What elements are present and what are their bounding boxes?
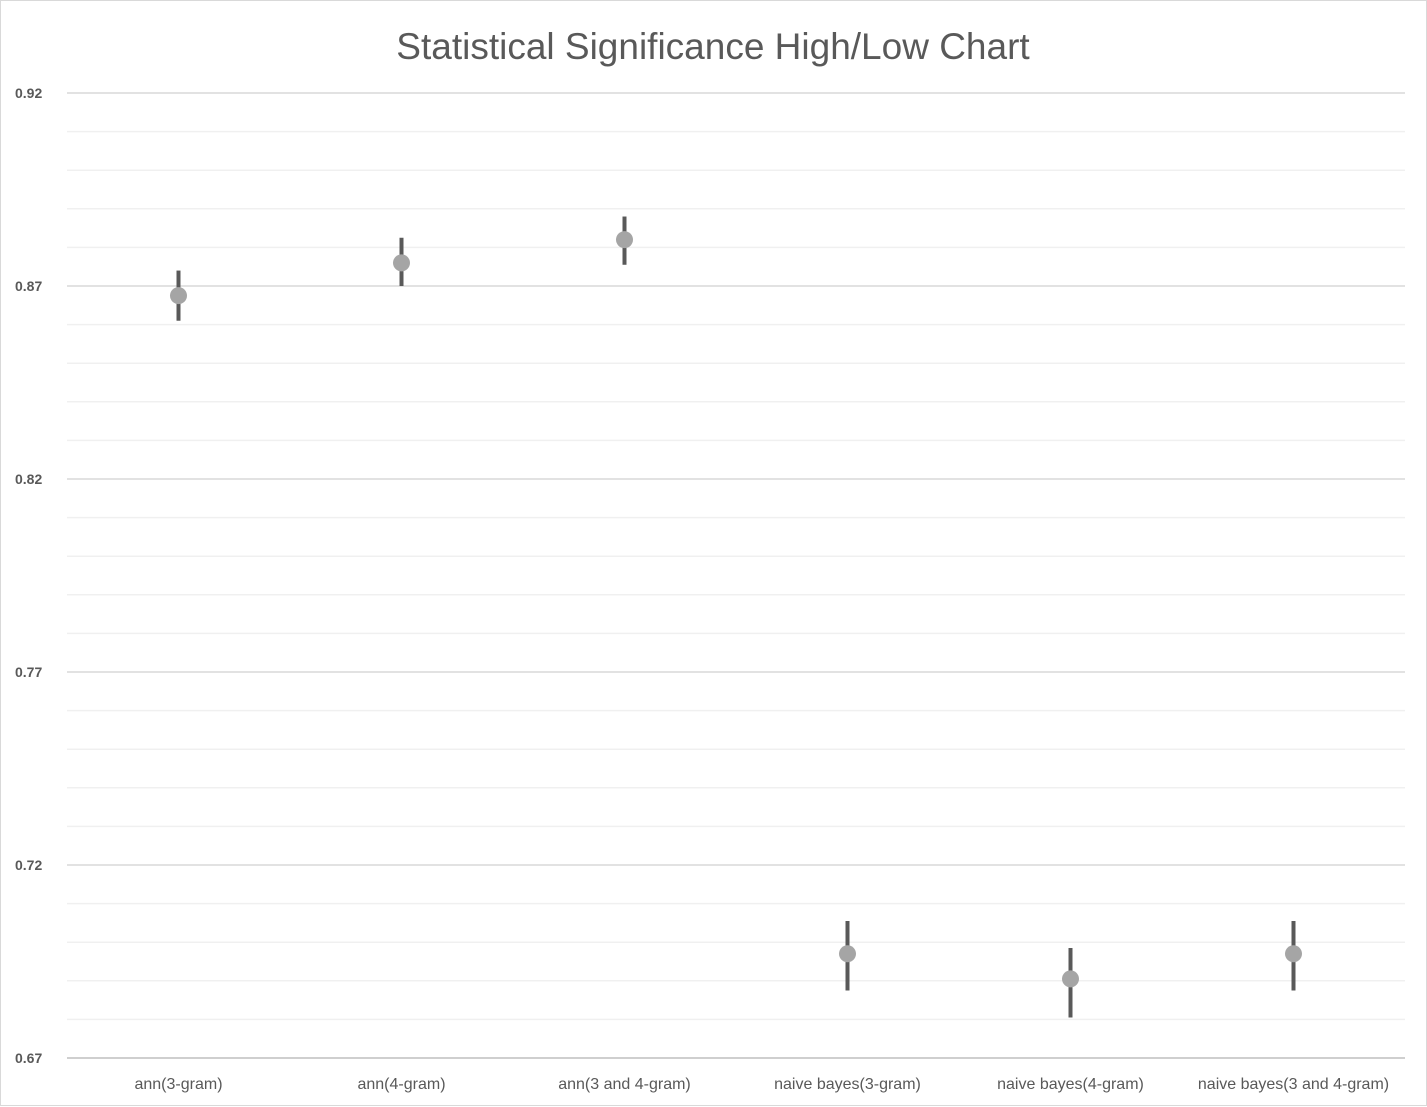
y-tick-label: 0.82 [15,471,42,487]
x-tick-label: ann(4-gram) [357,1076,445,1093]
data-point-marker [393,254,410,272]
y-tick-label: 0.67 [15,1050,42,1066]
y-tick-label: 0.72 [15,857,42,873]
data-point-marker [616,231,633,249]
data-marks [170,216,1302,1018]
y-tick-label: 0.77 [15,664,42,680]
x-tick-label: ann(3 and 4-gram) [558,1076,691,1093]
data-point-marker [839,945,856,963]
grid-layer [67,92,1405,1021]
x-tick-labels: ann(3-gram) ann(4-gram) ann(3 and 4-gram) n… [134,1076,1389,1093]
data-point-marker [1285,945,1302,963]
y-tick-label: 0.87 [15,278,42,294]
y-tick-labels: 0.92 0.87 0.82 0.77 0.72 0.67 [15,85,42,1066]
y-tick-label: 0.92 [15,85,42,101]
chart-title: Statistical Significance High/Low Chart [396,26,1030,67]
x-tick-label: naive bayes(3-gram) [774,1076,921,1093]
x-tick-label: naive bayes(4-gram) [997,1076,1144,1093]
x-tick-label: naive bayes(3 and 4-gram) [1198,1076,1389,1093]
data-point-marker [170,287,187,305]
data-point-marker [1062,970,1079,988]
x-tick-label: ann(3-gram) [134,1076,222,1093]
